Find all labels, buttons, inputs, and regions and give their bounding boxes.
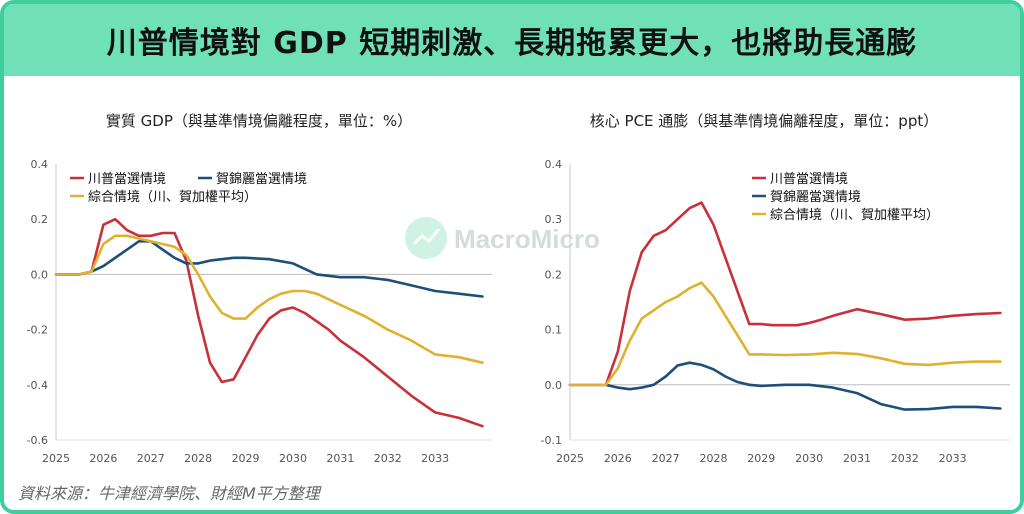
y-tick-label: 0.0 xyxy=(545,379,563,392)
header-bar: 川普情境對 GDP 短期刺激、長期拖累更大，也將助長通膨 xyxy=(4,4,1020,76)
x-tick-label: 2033 xyxy=(939,452,967,465)
x-tick-label: 2032 xyxy=(891,452,919,465)
x-tick-label: 2031 xyxy=(326,452,354,465)
x-tick-label: 2028 xyxy=(699,452,727,465)
x-tick-label: 2026 xyxy=(604,452,632,465)
legend-label: 賀錦麗當選情境 xyxy=(770,189,861,205)
series-line-2 xyxy=(54,234,484,365)
series-line-0 xyxy=(568,201,1002,387)
y-tick-label: -0.6 xyxy=(27,434,48,447)
chart-logo-line-icon xyxy=(412,228,441,246)
page-title: 川普情境對 GDP 短期刺激、長期拖累更大，也將助長通膨 xyxy=(106,26,918,61)
watermark-text: MacroMicro xyxy=(454,224,600,254)
series-line-1 xyxy=(568,361,1002,411)
legend-label: 賀錦麗當選情境 xyxy=(216,171,307,187)
y-tick-label: 0.1 xyxy=(545,324,563,337)
source-note: 資料來源：牛津經濟學院、財經M平方整理 xyxy=(18,484,320,503)
legend-label: 川普當選情境 xyxy=(88,172,166,187)
y-tick-label: 0.4 xyxy=(31,158,49,171)
y-tick-label: -0.1 xyxy=(541,434,562,447)
y-tick-label: 0.3 xyxy=(545,213,563,226)
x-tick-label: 2026 xyxy=(89,452,117,465)
x-tick-label: 2033 xyxy=(421,452,449,465)
x-tick-label: 2030 xyxy=(279,452,307,465)
chart-title: 核心 PCE 通膨（與基準情境偏離程度，單位：ppt） xyxy=(590,112,938,130)
y-tick-label: -0.2 xyxy=(27,324,48,337)
x-tick-label: 2028 xyxy=(184,452,212,465)
x-tick-label: 2029 xyxy=(232,452,260,465)
legend-label: 綜合情境（川、賀加權平均） xyxy=(88,190,257,205)
x-tick-label: 2029 xyxy=(747,452,775,465)
legend-label: 綜合情境（川、賀加權平均） xyxy=(770,208,939,223)
gdp-chart: 實質 GDP（與基準情境偏離程度，單位：%） 0.4 0.2 0.0 -0.2 -0.4 -… xyxy=(27,112,492,465)
chart-title: 實質 GDP（與基準情境偏離程度，單位：%） xyxy=(106,112,412,130)
x-tick-label: 2031 xyxy=(843,452,871,465)
series-line-1 xyxy=(54,240,484,298)
legend-label: 川普當選情境 xyxy=(770,172,848,187)
watermark: MacroMicro xyxy=(405,217,600,259)
x-tick-label: 2025 xyxy=(556,452,584,465)
y-tick-label: 0.2 xyxy=(545,268,563,281)
y-tick-label: 0.0 xyxy=(31,268,49,281)
y-tick-label: 0.4 xyxy=(545,158,563,171)
x-tick-label: 2030 xyxy=(795,452,823,465)
x-tick-label: 2027 xyxy=(652,452,680,465)
y-tick-label: 0.2 xyxy=(31,213,49,226)
pce-chart: 核心 PCE 通膨（與基準情境偏離程度，單位：ppt） 0.4 0.3 0.2 0.1 0… xyxy=(541,112,1010,465)
x-tick-label: 2025 xyxy=(42,452,70,465)
series-line-0 xyxy=(54,217,484,428)
x-tick-label: 2027 xyxy=(137,452,165,465)
series-line-2 xyxy=(568,281,1002,387)
y-tick-label: -0.4 xyxy=(27,379,48,392)
x-tick-label: 2032 xyxy=(374,452,402,465)
